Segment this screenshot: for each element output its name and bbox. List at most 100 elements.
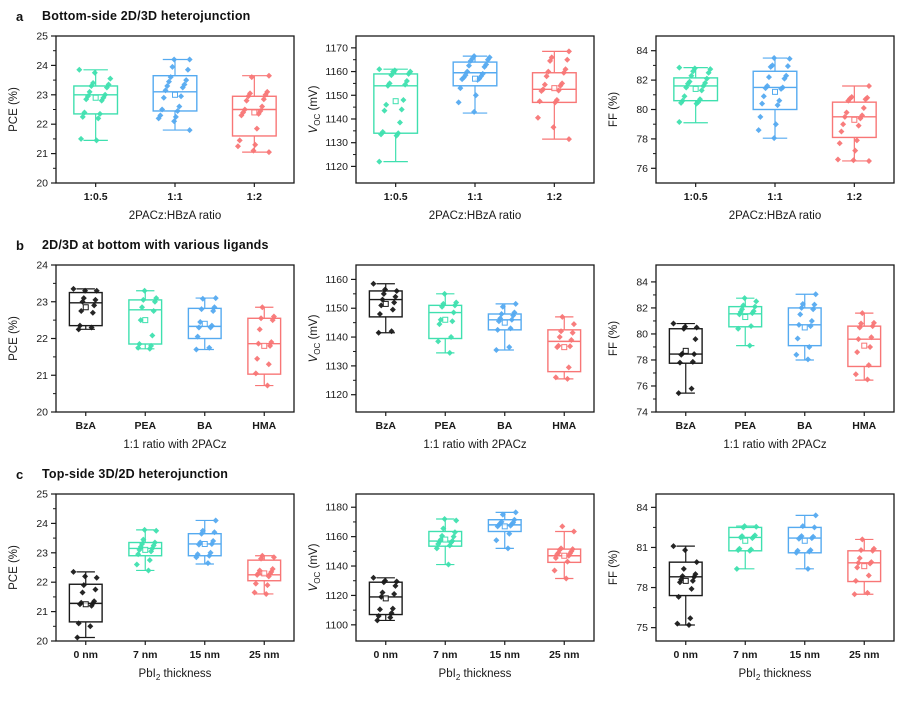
x-tick-label: 15 nm [190,649,220,661]
box-group-1-1 [452,53,498,115]
data-point [176,103,183,110]
boxplot-svg: 20 21 22 23 24 BzA PEA BA HMA 1:1 ratio with 2PAC… [8,260,295,451]
box-group-1-1 [752,55,798,142]
data-point [93,137,100,144]
box-group-1-1 [152,56,198,134]
data-point [255,340,262,347]
mean-marker [382,595,389,602]
data-point [133,561,140,568]
mean-marker [692,85,699,92]
x-axis-label: 1:1 ratio with 2PACz [723,439,827,451]
data-point [481,63,488,70]
data-point [676,64,683,71]
box-group-ba [787,291,822,363]
y-tick-label: 1150 [325,90,348,102]
data-point [774,102,781,109]
panel-c-header: c Top-side 3D/2D heterojunction [4,462,904,486]
data-point [151,539,158,546]
data-point [383,101,390,108]
data-point [136,341,143,348]
box-group-7-nm [128,526,163,574]
data-point [370,280,377,287]
box-group-15-nm [787,512,822,572]
data-point [543,73,550,80]
data-point [504,545,511,552]
y-axis-label: FF (%) [608,92,620,127]
data-point [75,326,82,333]
box-rect [787,526,822,554]
data-point [79,113,86,120]
data-point [688,585,695,592]
data-point [86,88,93,95]
data-point [786,55,793,62]
data-point [506,344,513,351]
panel-b-title: 2D/3D at bottom with various ligands [42,238,269,252]
data-point [74,634,81,641]
data-point [407,68,414,75]
data-point [252,141,259,148]
data-point [441,515,448,522]
data-point [92,586,99,593]
data-point [178,93,185,100]
x-tick-label: 1:2 [847,191,862,203]
data-point [793,549,800,556]
data-point [762,85,769,92]
data-point [688,72,695,79]
data-point [759,100,766,107]
data-point [256,326,263,333]
data-point [208,322,215,329]
data-point [135,551,142,558]
y-tick-label: 78 [636,354,648,366]
data-point [153,295,160,302]
y-tick-label: 20 [36,636,48,648]
data-point [174,107,181,114]
data-point [89,309,96,316]
data-point [678,576,685,583]
x-tick-label: HMA [852,420,876,432]
box-rect [187,532,222,557]
plot-frame [655,264,895,413]
data-point [198,530,205,537]
data-point [78,307,85,314]
box-group-1-2 [531,48,577,143]
boxplot-svg: 1120 1130 1140 1150 1160 BzA PEA BA HMA 1:1 ratio… [308,264,595,451]
data-point [562,66,569,73]
y-axis-label: PCE (%) [8,316,20,361]
data-point [453,517,460,524]
x-axis-label: 2PACz:HBzA ratio [129,210,221,222]
data-point [854,564,861,571]
data-point [483,61,490,68]
box-rect [752,70,798,111]
data-point [860,105,867,112]
data-point [396,119,403,126]
box-rect [428,304,463,340]
data-point [495,318,502,325]
data-point [270,554,277,561]
data-point [735,325,742,332]
x-tick-label: 1:0.5 [84,191,108,203]
x-tick-label: HMA [552,420,576,432]
box-group-bza [668,320,703,397]
data-point [212,295,219,302]
data-point [197,539,204,546]
data-point [804,565,811,572]
data-point [195,541,202,548]
data-point [484,56,491,63]
data-point [268,568,275,575]
y-tick-label: 1140 [325,113,348,125]
data-point [676,359,683,366]
data-point [80,295,87,302]
data-point [764,82,771,89]
data-point [750,308,757,315]
data-point [96,110,103,117]
mean-marker [142,317,149,324]
data-point [183,77,190,84]
x-tick-label: 15 nm [490,649,520,661]
data-point [843,109,850,116]
data-point [378,131,385,138]
box-group-pea [728,295,763,349]
y-tick-label: 25 [36,31,48,43]
data-point [512,509,519,516]
data-point [388,610,395,617]
data-point [548,54,555,61]
